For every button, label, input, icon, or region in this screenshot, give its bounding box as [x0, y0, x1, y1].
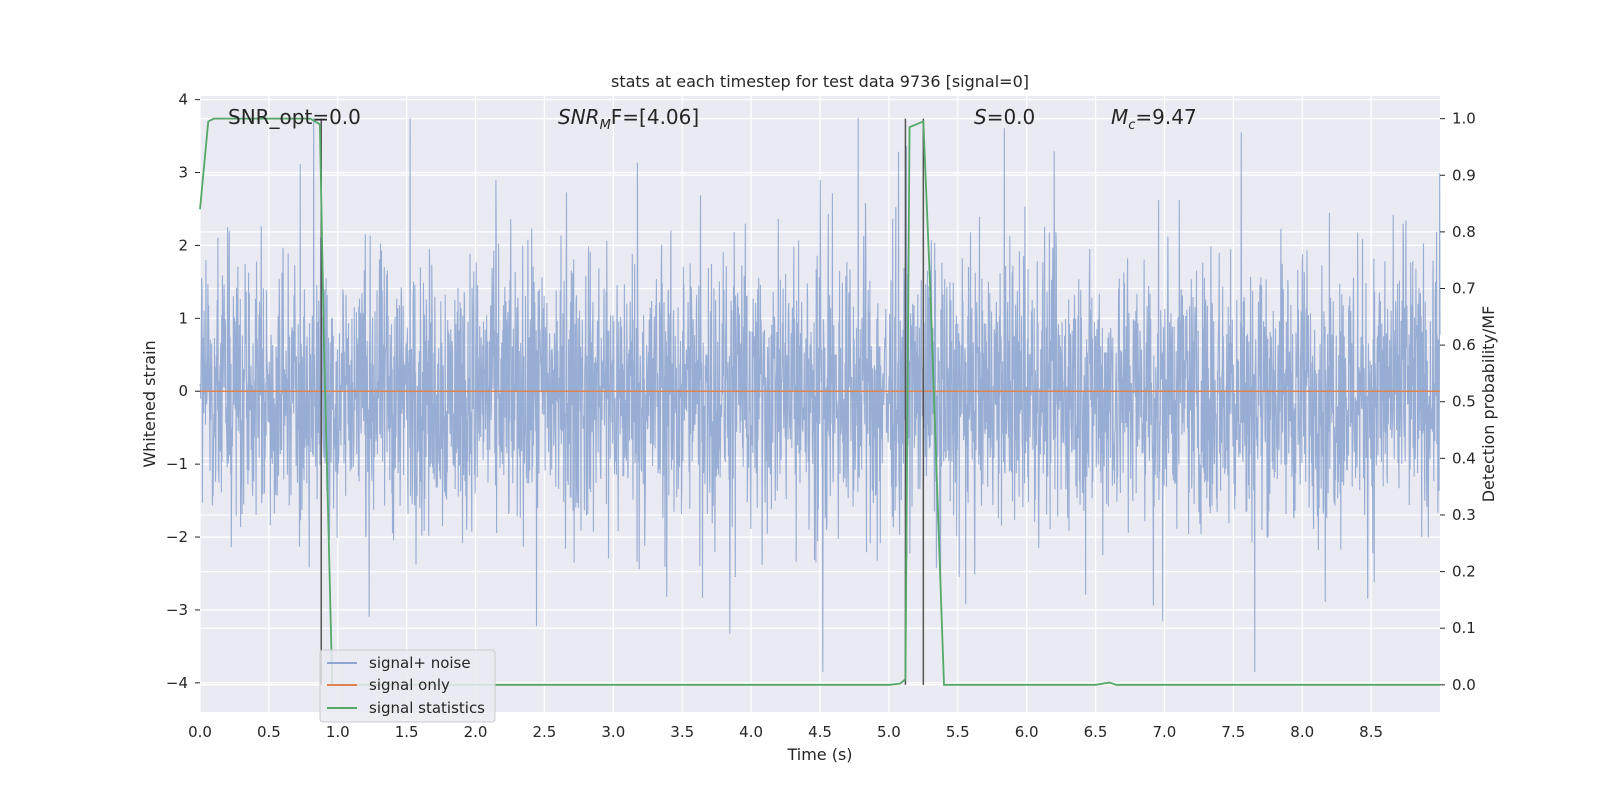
y2-axis-label: Detection probability/MF: [1479, 306, 1498, 503]
x-axis-label: Time (s): [786, 745, 852, 764]
legend: signal+ noise signal only signal statist…: [319, 649, 496, 723]
x-tick-label: 6.5: [1084, 723, 1108, 741]
y-tick-label: 0: [178, 382, 188, 400]
x-tick-label: 2.5: [533, 723, 557, 741]
x-tick-label: 5.0: [877, 723, 901, 741]
y-tick-label: 3: [178, 164, 188, 182]
legend-label-signal-only: signal only: [369, 676, 450, 694]
y2-tick-label: 0.4: [1452, 449, 1476, 467]
x-tick-label: 3.5: [670, 723, 694, 741]
annotation-snr-mf: SNRMF=[4.06]: [558, 105, 699, 133]
y2-tick-label: 0.2: [1452, 563, 1476, 581]
legend-label-signal-statistics: signal statistics: [369, 699, 485, 717]
x-tick-label: 0.5: [257, 723, 281, 741]
x-tick-label: 4.5: [808, 723, 832, 741]
y2-tick-label: 0.6: [1452, 336, 1476, 354]
x-tick-label: 1.0: [326, 723, 350, 741]
y2-tick-label: 0.7: [1452, 280, 1476, 298]
line-signal-statistics: [199, 117, 1440, 686]
y2-tick-label: 0.1: [1452, 619, 1476, 637]
x-axis-ticks: 0.0 0.5 1.0 1.5 2.0 2.5 3.0 3.5 4.0 4.5 5.0 5.5 6.0 6…: [188, 723, 1383, 741]
y-tick-label: 2: [178, 236, 188, 254]
annotation-mc: Mc=9.47: [1111, 105, 1197, 133]
x-tick-label: 0.0: [188, 723, 212, 741]
y-tick-label: 4: [178, 91, 188, 109]
y-tick-label: −4: [166, 674, 188, 692]
y2-tick-label: 1.0: [1452, 110, 1476, 128]
y2-axis-ticks: 1.0 0.9 0.8 0.7 0.6 0.5 0.4 0.3 0.2 0.1 0.0: [1440, 110, 1476, 694]
annotations: SNR_opt=0.0 SNRMF=[4.06] S=0.0 Mc=9.47: [228, 105, 1197, 133]
y2-tick-label: 0.8: [1452, 223, 1476, 241]
annotation-snr-opt: SNR_opt=0.0: [228, 105, 361, 129]
legend-label-signal-noise: signal+ noise: [369, 654, 471, 672]
x-tick-label: 3.0: [601, 723, 625, 741]
y-tick-label: 1: [178, 309, 188, 327]
y-tick-label: −1: [166, 455, 188, 473]
x-tick-label: 2.0: [464, 723, 488, 741]
y2-tick-label: 0.9: [1452, 166, 1476, 184]
x-tick-label: 4.0: [739, 723, 763, 741]
chart-title: stats at each timestep for test data 973…: [611, 72, 1029, 91]
y-tick-label: −3: [166, 601, 188, 619]
line-signal-plus-noise: [199, 117, 1441, 672]
y2-tick-label: 0.3: [1452, 506, 1476, 524]
legend-box: [319, 649, 496, 723]
y-axis-label: Whitened strain: [140, 340, 159, 467]
x-tick-label: 7.0: [1153, 723, 1177, 741]
x-tick-label: 7.5: [1221, 723, 1245, 741]
y-axis-ticks: 4 3 2 1 0 −1 −2 −3 −4: [166, 91, 200, 692]
x-tick-label: 1.5: [395, 723, 419, 741]
series-signal-plus-noise: [199, 117, 1441, 672]
annotation-s: S=0.0: [974, 105, 1035, 129]
y2-tick-label: 0.5: [1452, 393, 1476, 411]
series-signal-statistics: [199, 117, 1440, 686]
x-tick-label: 8.0: [1290, 723, 1314, 741]
y2-tick-label: 0.0: [1452, 676, 1476, 694]
x-tick-label: 5.5: [946, 723, 970, 741]
x-tick-label: 8.5: [1359, 723, 1383, 741]
x-tick-label: 6.0: [1015, 723, 1039, 741]
y-tick-label: −2: [166, 528, 188, 546]
